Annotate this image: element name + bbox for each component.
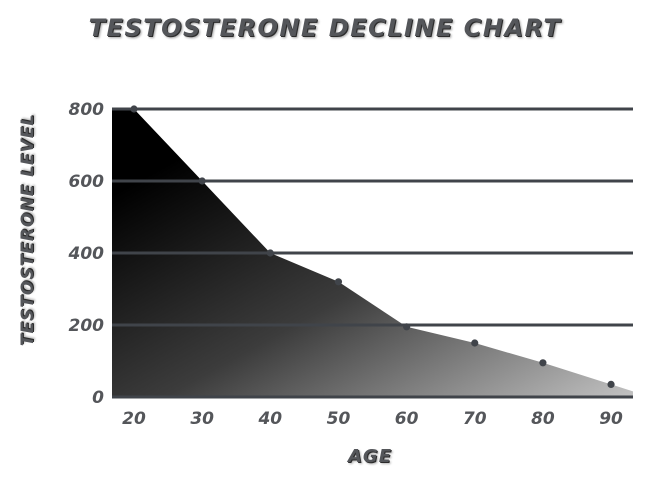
data-point	[471, 339, 479, 347]
x-tick-label: 30	[190, 409, 214, 429]
data-point	[130, 105, 138, 113]
data-point	[403, 323, 411, 331]
data-point	[539, 359, 547, 367]
x-tick-label: 20	[122, 409, 146, 429]
data-point	[198, 177, 206, 185]
data-point	[266, 249, 274, 257]
y-tick-label: 800	[69, 100, 105, 120]
x-tick-label: 50	[327, 409, 351, 429]
y-tick-label: 200	[69, 316, 105, 336]
x-tick-label: 80	[531, 409, 555, 429]
y-tick-label: 400	[68, 244, 105, 264]
data-point	[334, 278, 343, 286]
x-tick-label: 40	[257, 409, 282, 429]
chart-title: TESTOSTERONE DECLINE CHART	[88, 14, 562, 42]
x-tick-label: 90	[599, 409, 623, 429]
x-tick-label: 70	[463, 409, 487, 429]
y-tick-label: 600	[69, 172, 105, 192]
x-axis-label: AGE	[347, 446, 392, 467]
data-point	[607, 380, 615, 388]
y-tick-label: 0	[92, 388, 104, 408]
x-tick-label: 60	[395, 409, 419, 429]
